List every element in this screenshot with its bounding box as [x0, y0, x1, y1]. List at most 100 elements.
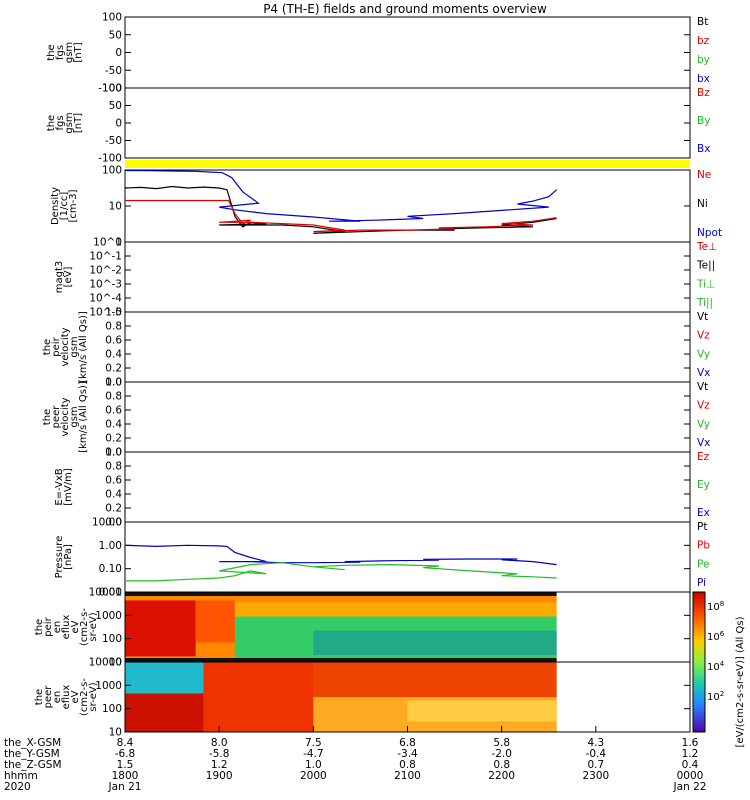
ylabel-line: magt3: [54, 261, 65, 294]
ytick-label: 0.6: [105, 475, 122, 487]
panel-4: 10^0 10^-1 10^-2 10^-3 10^-4 10^-5 magt3[eV] Te…: [54, 237, 717, 319]
spec-band: [125, 592, 557, 596]
ytick-label: 100: [102, 165, 122, 177]
ylabel-line: E=-VxB: [54, 468, 65, 505]
xtick-z: 0.8: [493, 759, 510, 771]
panel-8: 10.00 1.00 0.10 0.01 Pressure[nPa] Pt Pb Pe Pi: [54, 517, 710, 599]
xtick-y: -6.8: [115, 748, 136, 760]
ytick-label: 0.4: [105, 349, 122, 361]
ephemeris-label: 2020: [4, 781, 31, 793]
ytick-label: 0.4: [105, 419, 122, 431]
legend-item: Vy: [697, 348, 710, 360]
ytick-label: 10^-5: [89, 307, 122, 319]
ytick-label: 100: [102, 83, 122, 95]
ytick-label: 0.0: [105, 377, 122, 389]
ylabel-line: sr-eV): [88, 682, 99, 711]
ytick-label: 0.8: [105, 321, 122, 333]
ytick-label: 1: [115, 237, 122, 249]
panel-frame: [124, 311, 691, 383]
ytick-label: 1000: [95, 610, 122, 622]
panel-frame: [124, 169, 691, 243]
legend-item: Pb: [697, 540, 710, 552]
ylabel-line: [cm-3]: [68, 189, 79, 222]
ylabel-line: velocity: [60, 397, 71, 436]
ytick-label: 0.2: [105, 363, 122, 375]
legend-item: Pt: [697, 521, 707, 533]
xtick-y: 1.2: [682, 748, 699, 760]
panel-frame: [124, 451, 691, 523]
ylabel-line: the: [46, 44, 57, 60]
xtick-time: 1800: [112, 770, 139, 782]
ytick-label: 10: [109, 657, 122, 669]
ytick-label: 0.6: [105, 335, 122, 347]
xtick-time: 1900: [206, 770, 233, 782]
xtick-z: 0.7: [587, 759, 604, 771]
ytick-label: 0.2: [105, 433, 122, 445]
colorbar-tick: 108: [707, 600, 724, 613]
ytick-label: 100: [102, 633, 122, 645]
panel-stack: 100500-50-100thefgsgsm[nT]Btbzbybx100500…: [34, 12, 722, 739]
ytick-label: 0.8: [105, 461, 122, 473]
ytick-label: 0.0: [105, 447, 122, 459]
legend-item: bx: [697, 73, 710, 85]
legend-item: Te||: [696, 260, 715, 272]
legend-item: Ez: [697, 451, 710, 463]
legend: Vt Vz Vy Vx: [697, 311, 710, 379]
colorbar-tick: 104: [707, 660, 725, 673]
xtick-x: 8.0: [211, 737, 228, 749]
spec-band: [125, 693, 204, 732]
colorbar-label: [eV/(cm2-s-sr-eV)] (All Qs): [735, 616, 746, 747]
legend-item: Ti⊥: [696, 278, 715, 290]
legend-item: Pi: [697, 577, 706, 589]
ylabel: Density[1/cc][cm-3]: [50, 187, 79, 225]
ylabel-line: eV: [70, 620, 81, 633]
ylabel-line: peer: [51, 405, 62, 429]
ytick-label: 1.0: [105, 377, 122, 389]
spectrogram: [125, 662, 557, 732]
ytick-label: 1.00: [99, 540, 122, 552]
ylabel-line: [eV]: [63, 267, 74, 288]
ylabel: E=-VxB[mV/m]: [54, 468, 74, 506]
time-axis: 8.4-6.81.518008.0-5.81.219007.5-4.71.020…: [4, 726, 706, 793]
ytick-label: 10: [109, 201, 122, 213]
spec-band: [125, 600, 196, 657]
spec-band: [125, 662, 204, 694]
colorbar-tick: 106: [707, 630, 725, 643]
xtick-z: 0.4: [682, 759, 699, 771]
legend-item: Vt: [697, 311, 708, 323]
ylabel-line: en: [52, 621, 63, 634]
ephemeris-label: hhmm: [4, 770, 38, 782]
ylabel-line: eV: [70, 690, 81, 703]
ytick-label: -50: [105, 65, 122, 77]
legend-item: Bt: [697, 16, 708, 28]
panel-6: 1.0 0.8 0.6 0.4 0.2 0.0 thepeervelocitygsm[km/…: [42, 377, 710, 459]
ylabel-line: gsm: [64, 42, 75, 63]
ylabel-line: [nPa]: [63, 544, 74, 570]
colorbar-label-group: [eV/(cm2-s-sr-eV)] (All Qs): [735, 616, 746, 747]
ytick-label: 10^0: [93, 237, 122, 249]
colorbar-tick-exp: 2: [720, 690, 724, 698]
ylabel: magt3[eV]: [54, 261, 74, 294]
ylabel-line: the: [46, 115, 57, 131]
xtick-z: 1.5: [117, 759, 134, 771]
ylabel-line: the: [34, 689, 45, 705]
ytick-label: 0.4: [105, 489, 122, 501]
ytick-label: 100: [102, 703, 122, 715]
xtick-y: -0.4: [586, 748, 607, 760]
legend-item: by: [697, 54, 710, 66]
spectrogram: [125, 592, 557, 662]
colorbar-tick-exp: 8: [720, 600, 724, 608]
xtick-time: 2100: [394, 770, 421, 782]
ytick-label: 10000: [89, 587, 122, 599]
chart-title: P4 (TH-E) fields and ground moments over…: [263, 2, 547, 16]
ylabel-line: fgs: [55, 45, 66, 60]
ytick-label: 0.0: [105, 517, 122, 529]
panel-9: 10000 1000 100 10 thepeirenefluxeV(cm2-s-sr-…: [34, 587, 691, 669]
colorbar-tick-exp: 4: [720, 660, 725, 668]
colorbar-scale: [692, 591, 706, 733]
legend-item: Pe: [697, 558, 709, 570]
colorbar-tick: 102: [707, 690, 724, 703]
legend-item: Ey: [697, 479, 710, 491]
